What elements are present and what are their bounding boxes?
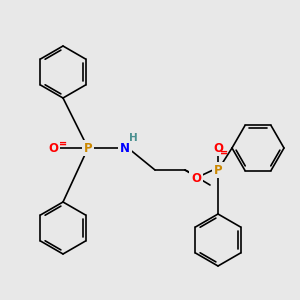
Text: =: = xyxy=(59,139,67,149)
Text: O: O xyxy=(213,142,223,154)
Text: H: H xyxy=(129,133,137,143)
Text: O: O xyxy=(48,142,58,154)
Text: P: P xyxy=(84,142,92,154)
Text: N: N xyxy=(120,142,130,154)
Text: =: = xyxy=(220,148,228,158)
Text: O: O xyxy=(191,172,201,184)
Text: P: P xyxy=(214,164,222,176)
